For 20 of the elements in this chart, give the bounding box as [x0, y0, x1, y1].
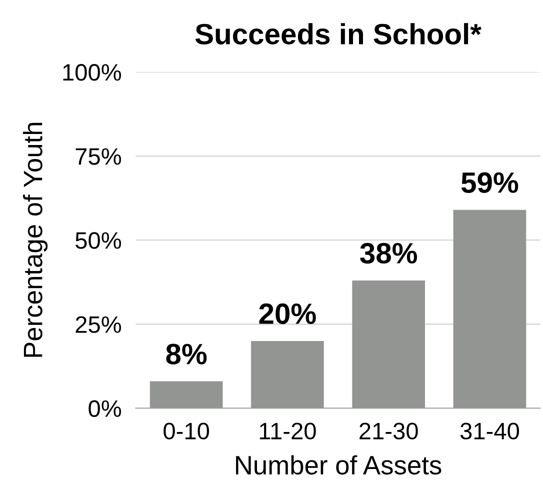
bar	[352, 280, 425, 408]
data-label: 8%	[166, 344, 207, 364]
chart-title: Succeeds in School*	[195, 23, 482, 44]
data-label: 38%	[360, 242, 418, 264]
y-tick-label: 0%	[88, 400, 122, 417]
y-tick-label: 100%	[63, 64, 122, 81]
x-tick-label: 0-10	[164, 422, 210, 440]
y-tick-label: 50%	[76, 232, 122, 249]
bar	[150, 381, 223, 408]
bar	[453, 210, 526, 408]
bar	[251, 340, 324, 408]
x-axis-title: Number of Assets	[236, 455, 442, 475]
x-tick-label: 21-30	[360, 422, 418, 440]
y-tick-label: 25%	[76, 316, 122, 333]
y-tick-label: 75%	[76, 148, 122, 165]
x-tick-label: 11-20	[260, 422, 316, 440]
y-axis-title: Percentage of Youth	[22, 122, 48, 357]
x-tick-label: 31-40	[460, 422, 519, 440]
data-label: 20%	[259, 303, 316, 324]
data-label: 59%	[461, 172, 518, 193]
